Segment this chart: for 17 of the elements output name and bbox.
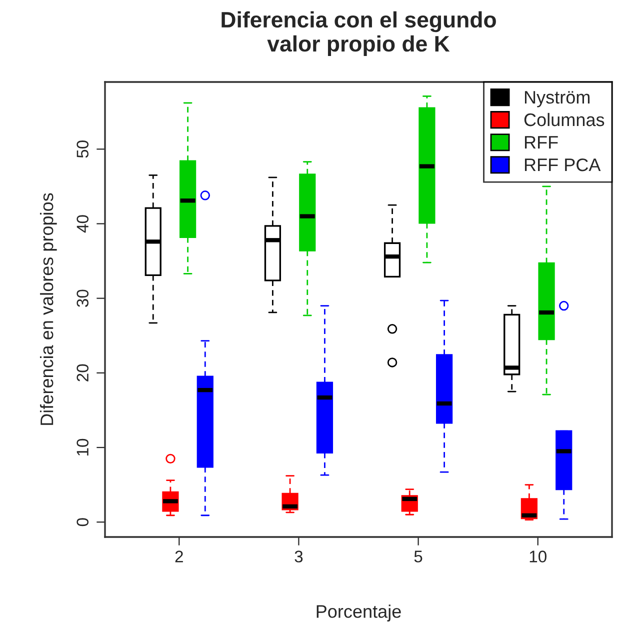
y-tick-label: 10	[76, 438, 89, 456]
x-tick-label: 3	[294, 550, 303, 562]
x-tick-label: 5	[414, 550, 422, 562]
x-axis-title: Porcentaje	[316, 604, 401, 622]
y-axis-title: Diferencia en valores propios	[40, 193, 57, 425]
y-tick-label: 50	[76, 140, 89, 158]
x-tick-label: 10	[530, 550, 546, 562]
legend-label: RFF	[524, 136, 558, 149]
y-tick-label: 0	[76, 518, 89, 526]
chart-title: Diferencia con el segundo valor propio de K	[222, 11, 496, 56]
y-tick-label: 30	[76, 290, 89, 307]
legend-label: Nyström	[524, 91, 590, 108]
y-tick-label: 40	[76, 215, 89, 233]
legend-label: RFF PCA	[524, 158, 601, 172]
x-tick-label: 2	[175, 550, 183, 562]
y-tick-label: 20	[76, 364, 89, 382]
legend-label: Columnas	[524, 112, 604, 126]
